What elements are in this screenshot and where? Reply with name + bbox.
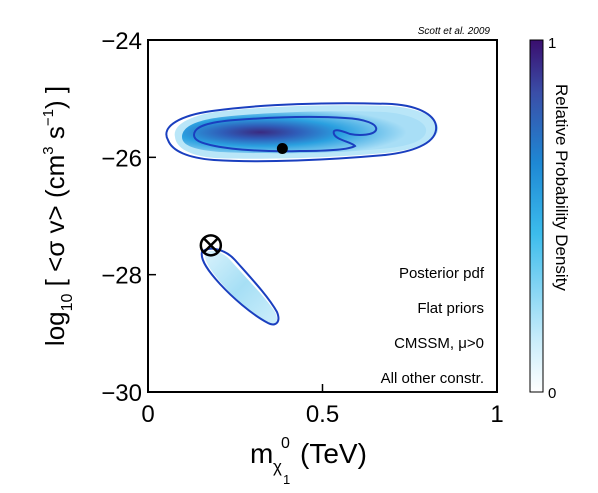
colorbar-min-label: 0 xyxy=(548,385,556,402)
y-tick-label: −24 xyxy=(101,28,142,55)
y-label-sub: 10 xyxy=(59,293,76,311)
x-tick-label: 1 xyxy=(490,401,503,428)
upper-region-outer-contour xyxy=(165,102,438,163)
benchmark-circled-x-marker xyxy=(199,234,223,257)
colorbar-max-label: 1 xyxy=(548,35,556,52)
probability-regions xyxy=(165,102,439,326)
annotations: Posterior pdf Flat priors CMSSM, μ>0 All… xyxy=(381,265,485,387)
lower-region-contour xyxy=(200,247,280,326)
y-label-pre: log xyxy=(40,311,70,346)
x-axis: 0 0.5 1 xyxy=(141,384,504,428)
annotation-model: CMSSM, μ>0 xyxy=(394,335,484,352)
x-axis-label: m χ 1 0 (TeV) xyxy=(250,435,367,487)
x-tick-label: 0 xyxy=(141,401,154,428)
y-tick-label: −30 xyxy=(101,380,142,407)
annotation-posterior: Posterior pdf xyxy=(399,265,485,282)
svg-text:m: m xyxy=(250,438,273,469)
citation: Scott et al. 2009 xyxy=(418,26,491,37)
y-label-supm1: −1 xyxy=(40,109,57,126)
x-label-base: m xyxy=(250,438,273,469)
x-label-sub: χ xyxy=(273,457,282,476)
y-label-mid: [ <σ v> (cm xyxy=(40,155,70,287)
annotation-constraints: All other constr. xyxy=(381,370,484,387)
colorbar-title: Relative Probability Density xyxy=(552,84,571,291)
y-label-mid2: s xyxy=(40,126,70,146)
colorbar xyxy=(529,39,544,393)
x-label-subsub: 1 xyxy=(283,472,290,487)
markers xyxy=(199,143,288,257)
y-label-post: ) ] xyxy=(40,86,70,109)
y-label-sup3: 3 xyxy=(40,146,57,154)
x-label-sup: 0 xyxy=(281,435,290,452)
x-tick-label: 0.5 xyxy=(306,401,339,428)
y-tick-label: −26 xyxy=(101,145,142,172)
x-label-unit: (TeV) xyxy=(300,438,367,469)
lower-region-fill xyxy=(204,250,278,324)
y-tick-label: −28 xyxy=(101,263,142,290)
best-fit-point xyxy=(276,143,288,155)
annotation-priors: Flat priors xyxy=(417,300,484,317)
y-axis: −30 −28 −26 −24 xyxy=(101,28,156,407)
svg-text:log10 [ <σ v> (cm3 s−1) ]: log10 [ <σ v> (cm3 s−1) ] xyxy=(40,86,76,346)
upper-region-inner-contour xyxy=(192,115,378,153)
y-axis-label: log10 [ <σ v> (cm3 s−1) ] xyxy=(40,86,76,346)
